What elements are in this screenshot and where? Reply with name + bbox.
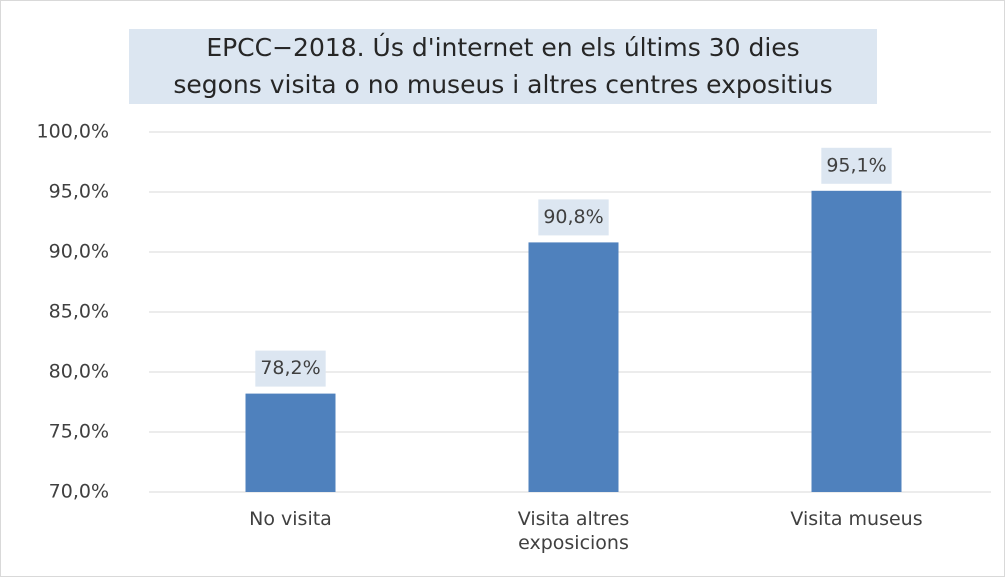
bar — [811, 190, 902, 493]
data-label: 95,1% — [826, 154, 886, 176]
data-label-box — [255, 350, 326, 387]
bar — [528, 242, 619, 492]
bar — [245, 393, 336, 492]
chart-title: EPCC−2018. Ús d'internet en els últims 3… — [206, 32, 799, 62]
data-label: 78,2% — [260, 357, 320, 379]
y-tick-label: 95,0% — [49, 181, 109, 203]
y-tick-label: 90,0% — [49, 241, 109, 263]
data-label: 90,8% — [543, 206, 603, 228]
y-tick-label: 100,0% — [37, 121, 109, 143]
y-tick-label: 75,0% — [49, 421, 109, 443]
y-tick-label: 80,0% — [49, 361, 109, 383]
x-tick-label: No visita — [249, 508, 332, 530]
chart-title: segons visita o no museus i altres centr… — [173, 70, 832, 99]
title-box — [129, 29, 877, 104]
data-label-box — [538, 199, 609, 236]
data-label-box — [821, 147, 892, 184]
x-tick-label: Visita museus — [790, 508, 923, 530]
y-tick-label: 70,0% — [49, 481, 109, 503]
y-tick-label: 85,0% — [49, 301, 109, 323]
x-tick-label: Visita altres exposicions — [517, 508, 630, 554]
